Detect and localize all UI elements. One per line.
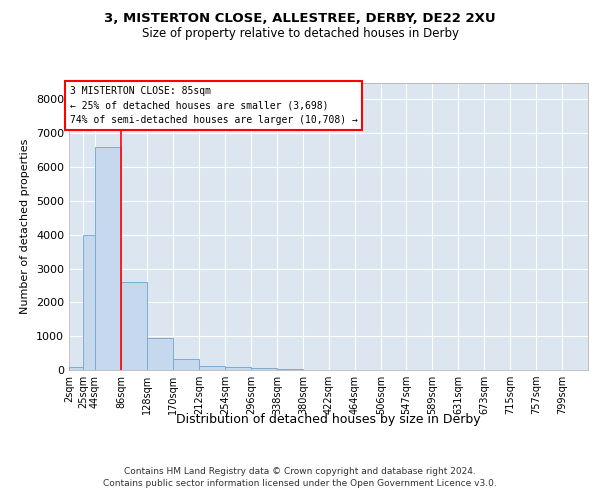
Bar bbox=[147, 338, 173, 370]
Bar bbox=[251, 368, 277, 370]
Bar bbox=[121, 282, 147, 370]
Text: Distribution of detached houses by size in Derby: Distribution of detached houses by size … bbox=[176, 412, 481, 426]
Text: 3 MISTERTON CLOSE: 85sqm
← 25% of detached houses are smaller (3,698)
74% of sem: 3 MISTERTON CLOSE: 85sqm ← 25% of detach… bbox=[70, 86, 358, 126]
Bar bbox=[199, 366, 225, 370]
Bar bbox=[173, 358, 199, 370]
Text: 3, MISTERTON CLOSE, ALLESTREE, DERBY, DE22 2XU: 3, MISTERTON CLOSE, ALLESTREE, DERBY, DE… bbox=[104, 12, 496, 26]
Text: Contains public sector information licensed under the Open Government Licence v3: Contains public sector information licen… bbox=[103, 479, 497, 488]
Text: Size of property relative to detached houses in Derby: Size of property relative to detached ho… bbox=[142, 28, 458, 40]
Bar bbox=[225, 368, 251, 370]
Bar bbox=[83, 234, 95, 370]
Bar bbox=[69, 368, 83, 370]
Text: Contains HM Land Registry data © Crown copyright and database right 2024.: Contains HM Land Registry data © Crown c… bbox=[124, 468, 476, 476]
Bar bbox=[95, 147, 121, 370]
Y-axis label: Number of detached properties: Number of detached properties bbox=[20, 138, 31, 314]
